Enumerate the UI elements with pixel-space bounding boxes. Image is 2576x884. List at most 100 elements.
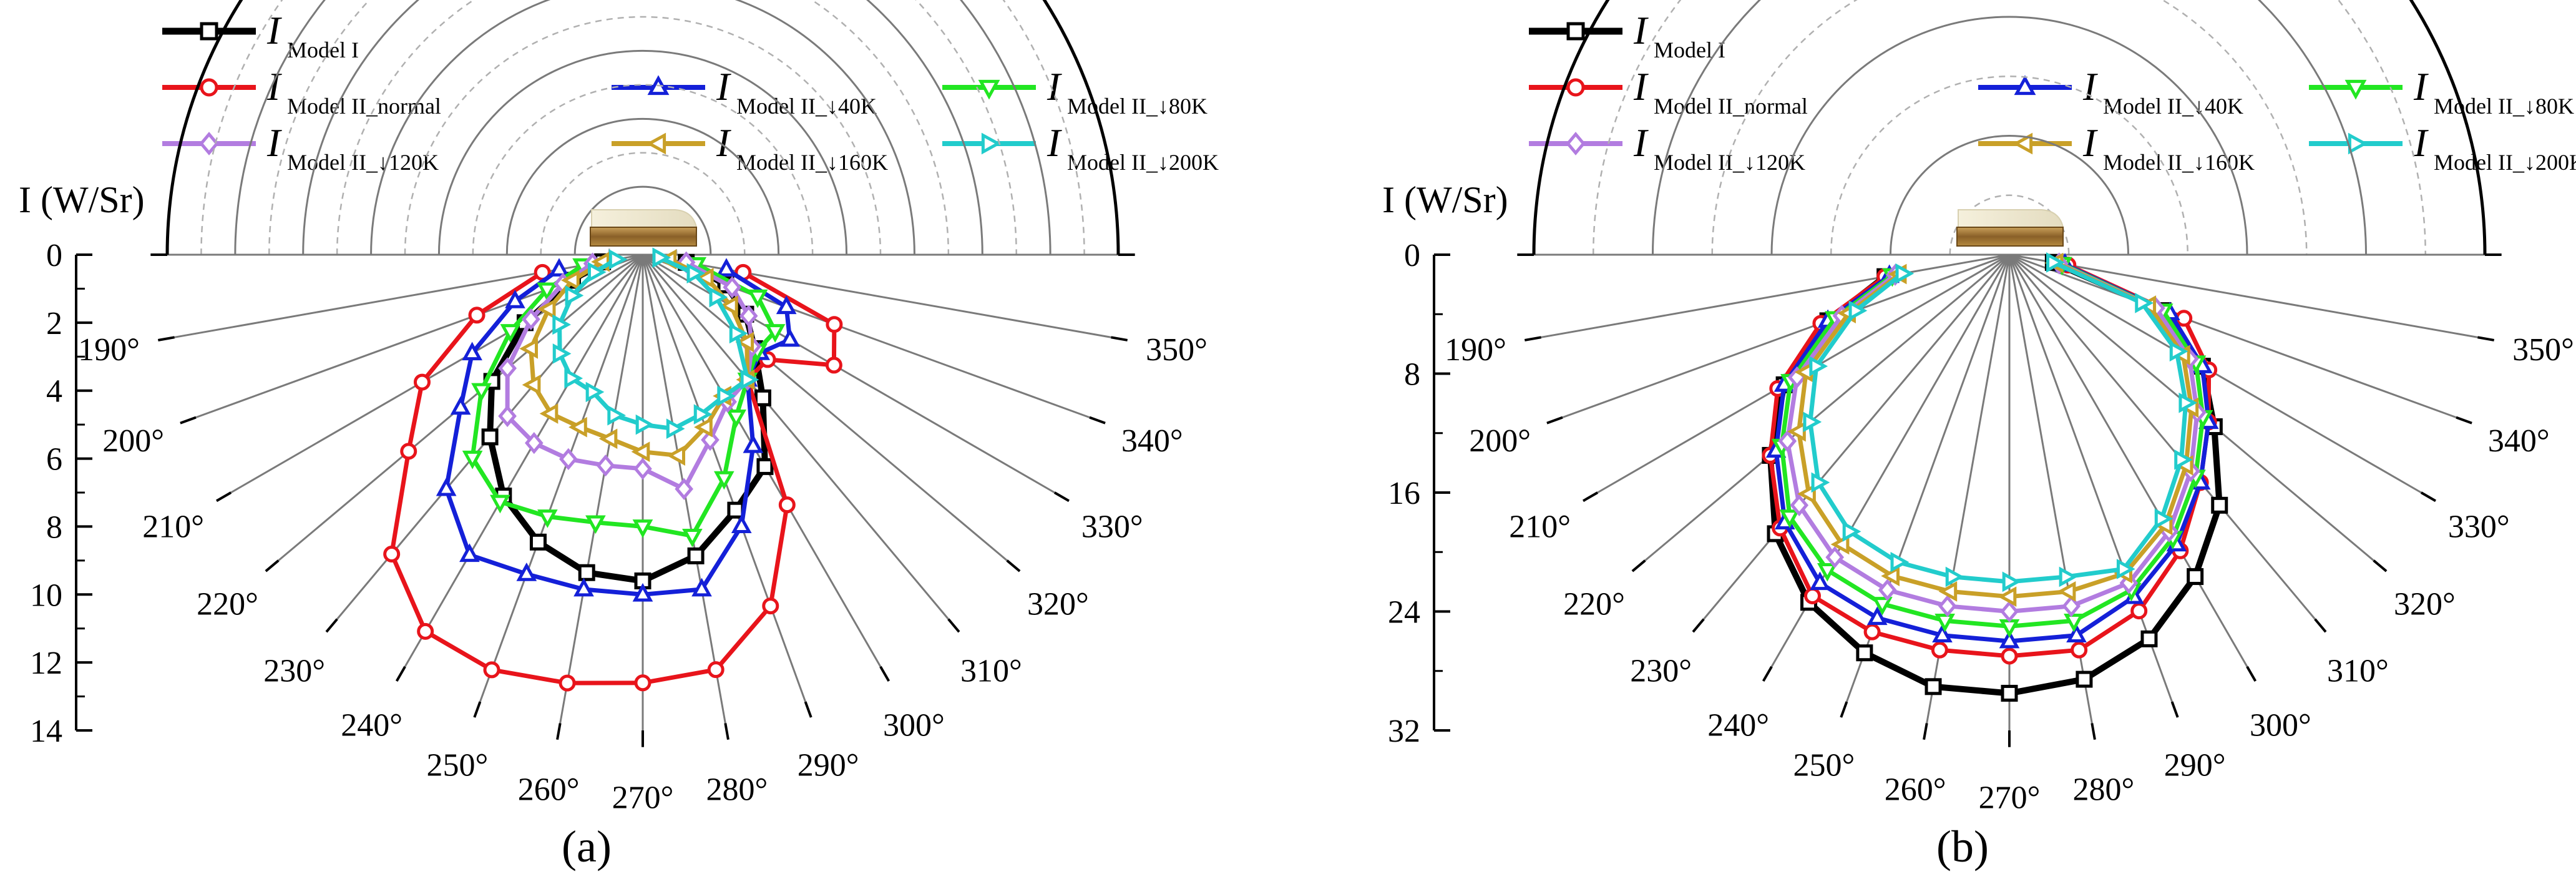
data-point-model1 bbox=[2187, 568, 2204, 586]
legend-item-d120: I Model II_↓120K bbox=[162, 120, 439, 175]
data-point-d80 bbox=[462, 450, 483, 469]
radial-tick-label: 10 bbox=[30, 577, 62, 613]
axis-title: I (W/Sr) bbox=[1382, 179, 1508, 220]
data-point-model1 bbox=[2076, 670, 2093, 688]
data-point-d80 bbox=[500, 324, 521, 343]
angle-label: 200° bbox=[102, 423, 164, 459]
data-point-normal bbox=[383, 545, 401, 562]
data-point-d120 bbox=[596, 454, 615, 477]
data-point-d40 bbox=[1810, 571, 1830, 591]
angle-label: 240° bbox=[1707, 707, 1769, 743]
data-point-d40 bbox=[776, 295, 797, 315]
angle-label: 340° bbox=[1121, 423, 1183, 459]
radial-gridline bbox=[1770, 16, 2248, 255]
data-point-d200 bbox=[1945, 566, 1964, 587]
legend-marker bbox=[200, 78, 218, 97]
data-point-normal bbox=[2175, 310, 2193, 327]
angle-label: 350° bbox=[1146, 332, 1208, 368]
data-point-d40 bbox=[505, 290, 525, 308]
angle-label: 270° bbox=[1979, 780, 2041, 816]
data-point-d120 bbox=[498, 405, 517, 428]
data-point-d120 bbox=[675, 478, 693, 500]
legend-label-sub: Model I bbox=[1654, 37, 1725, 62]
data-point-d80 bbox=[632, 519, 653, 538]
panel-b: I Model II Model II_normal I Model II_↓40K I M… bbox=[1382, 0, 2576, 872]
angle-tick bbox=[265, 559, 280, 572]
data-point-normal bbox=[826, 316, 843, 333]
data-point-model1 bbox=[754, 389, 771, 406]
legend-marker bbox=[1566, 22, 1585, 41]
angle-label: 230° bbox=[263, 653, 325, 689]
data-point-d160 bbox=[568, 416, 587, 438]
angle-tick bbox=[215, 491, 232, 503]
data-point-d40 bbox=[632, 582, 653, 602]
panel-label: (a) bbox=[562, 822, 612, 872]
data-point-d200 bbox=[2046, 252, 2065, 273]
angle-spoke bbox=[2008, 254, 2316, 620]
data-point-model1 bbox=[1925, 678, 1942, 695]
legend-marker bbox=[1566, 132, 1586, 155]
data-point-model1 bbox=[2001, 684, 2018, 702]
angle-spoke bbox=[2008, 254, 2248, 667]
legend-marker bbox=[2344, 79, 2367, 100]
legend-item-d120: I Model II_↓120K bbox=[1529, 120, 1805, 175]
angle-label: 230° bbox=[1630, 653, 1692, 689]
data-point-model1 bbox=[756, 458, 774, 475]
data-point-d160 bbox=[519, 338, 539, 359]
data-point-d200 bbox=[2174, 449, 2193, 470]
radial-gridline bbox=[437, 50, 848, 255]
data-point-d40 bbox=[716, 258, 737, 277]
radial-tick-label: 12 bbox=[30, 646, 62, 681]
data-point-d200 bbox=[2002, 571, 2021, 592]
data-point-d160 bbox=[694, 416, 713, 438]
angle-spoke bbox=[2008, 254, 2174, 702]
legend-item-d200: I Model II_↓200K bbox=[942, 120, 1219, 175]
data-point-d160 bbox=[1998, 586, 2017, 607]
data-point-d80 bbox=[537, 509, 558, 528]
angle-tick bbox=[395, 665, 406, 682]
angle-tick bbox=[2314, 618, 2327, 633]
legend-label-main: I bbox=[1633, 120, 1649, 165]
data-point-d120 bbox=[633, 458, 652, 480]
radial-tick-label: 14 bbox=[30, 714, 62, 749]
data-point-d80 bbox=[713, 471, 734, 490]
legend-marker bbox=[199, 132, 219, 155]
radial-minor-gridline bbox=[472, 84, 814, 255]
radial-gridline bbox=[370, 0, 915, 255]
legend-label-sub: Model II_↓200K bbox=[2434, 150, 2576, 175]
data-point-d120 bbox=[1878, 579, 1897, 601]
legend-item-normal: I Model II_normal bbox=[1529, 64, 1808, 119]
data-point-d200 bbox=[1848, 300, 1868, 321]
angle-spoke bbox=[1541, 253, 2010, 338]
data-point-model1 bbox=[727, 501, 744, 519]
angle-label: 320° bbox=[1027, 586, 1089, 622]
data-point-d120 bbox=[2062, 595, 2081, 617]
angle-spoke bbox=[2009, 253, 2457, 419]
angle-label: 340° bbox=[2488, 423, 2550, 459]
angle-label: 240° bbox=[341, 707, 402, 743]
data-point-d40 bbox=[1866, 606, 1888, 626]
data-point-d160 bbox=[631, 441, 650, 463]
data-point-d120 bbox=[2000, 600, 2019, 623]
data-point-d200 bbox=[709, 287, 728, 308]
data-point-d200 bbox=[585, 381, 605, 403]
data-point-normal bbox=[762, 597, 779, 615]
legend-marker bbox=[200, 22, 218, 41]
data-point-d160 bbox=[561, 270, 580, 291]
data-point-d80 bbox=[726, 409, 747, 428]
data-point-d200 bbox=[565, 285, 584, 306]
radial-minor-gridline bbox=[404, 16, 882, 255]
radial-gridline bbox=[1652, 0, 2367, 255]
data-point-normal bbox=[778, 496, 796, 514]
data-point-d200 bbox=[564, 368, 583, 389]
data-point-d120 bbox=[2119, 572, 2139, 594]
angle-tick bbox=[1692, 618, 1705, 633]
angle-label: 190° bbox=[1445, 332, 1506, 368]
legend-item-normal: I Model II_normal bbox=[162, 64, 441, 119]
angle-label: 200° bbox=[1469, 423, 1531, 459]
data-point-d200 bbox=[2178, 392, 2198, 413]
angle-tick bbox=[879, 665, 890, 682]
data-point-d80 bbox=[747, 289, 768, 308]
data-point-normal bbox=[468, 307, 485, 324]
data-point-d200 bbox=[1809, 356, 1828, 376]
